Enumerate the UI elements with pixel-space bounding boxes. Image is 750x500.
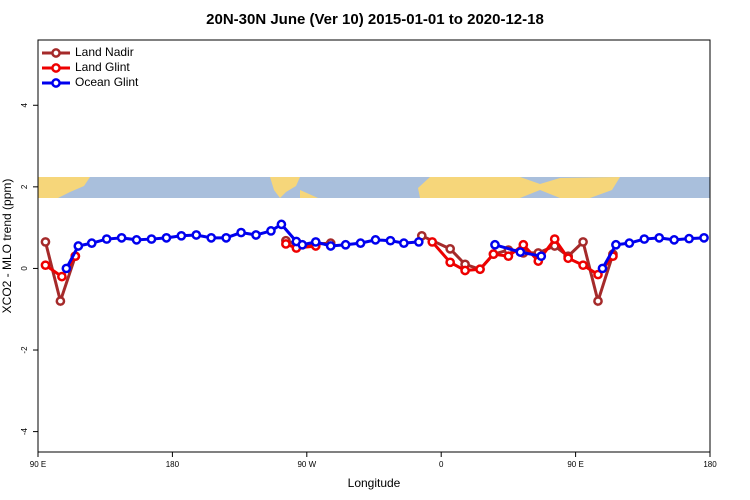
point [55, 296, 66, 306]
y-tick-label: 2 [20, 184, 29, 189]
point [669, 235, 680, 245]
y-tick-label: -2 [20, 346, 29, 354]
point [597, 263, 608, 274]
point [370, 235, 381, 245]
point [161, 232, 172, 243]
x-axis-label: Longitude [348, 476, 401, 490]
point [297, 239, 308, 250]
point [445, 257, 456, 268]
point [86, 238, 97, 248]
point [624, 238, 635, 248]
legend-label: Land Glint [75, 60, 130, 74]
point [116, 232, 127, 243]
y-tick-label: -4 [20, 428, 29, 436]
legend-marker [51, 78, 61, 88]
point [131, 235, 142, 245]
legend-label: Land Nadir [75, 45, 134, 59]
point [475, 264, 485, 275]
point [399, 238, 409, 248]
point [266, 226, 276, 236]
x-tick-label: 180 [703, 460, 717, 469]
point [639, 234, 650, 244]
point [73, 241, 84, 251]
map-strip [38, 177, 710, 198]
series [40, 234, 618, 282]
y-tick-label: 0 [20, 266, 29, 271]
point [460, 265, 470, 276]
point [206, 232, 217, 243]
x-tick-label: 0 [439, 460, 444, 469]
y-axis-label: XCO2 - MLO trend (ppm) [0, 179, 14, 314]
point [427, 237, 438, 247]
point [276, 219, 287, 230]
chart-title: 20N-30N June (Ver 10) 2015-01-01 to 2020… [206, 11, 544, 28]
point [488, 249, 499, 260]
point [340, 239, 351, 250]
series [61, 219, 709, 274]
point [236, 227, 246, 238]
point [281, 239, 291, 249]
point [355, 238, 366, 248]
point [549, 234, 560, 244]
point [385, 235, 396, 246]
legend-marker [51, 48, 61, 58]
point [325, 241, 336, 251]
point [490, 239, 500, 250]
point [413, 237, 424, 247]
point [611, 239, 621, 250]
point [593, 296, 603, 306]
plot-frame [37, 39, 711, 453]
point [101, 234, 112, 244]
point [251, 230, 261, 240]
point [61, 263, 72, 274]
point [536, 251, 547, 262]
point [593, 269, 603, 280]
point [191, 230, 202, 240]
legend-marker [51, 63, 61, 73]
point [654, 232, 665, 243]
point [578, 237, 588, 247]
point [146, 234, 157, 244]
point [40, 237, 51, 247]
y-tick-label: 4 [20, 102, 29, 107]
legend-label: Ocean Glint [75, 75, 139, 89]
point [310, 237, 321, 247]
point [515, 247, 526, 257]
point [503, 251, 514, 262]
x-tick-label: 90 E [30, 460, 46, 469]
x-tick-label: 90 W [297, 460, 316, 469]
point [445, 244, 456, 254]
point [578, 260, 588, 271]
point [699, 232, 709, 243]
x-tick-label: 180 [166, 460, 180, 469]
point [57, 271, 67, 282]
point [221, 232, 232, 243]
x-tick-label: 90 E [567, 460, 583, 469]
point [563, 253, 573, 264]
point [40, 260, 51, 271]
point [684, 233, 694, 244]
point [176, 230, 187, 241]
